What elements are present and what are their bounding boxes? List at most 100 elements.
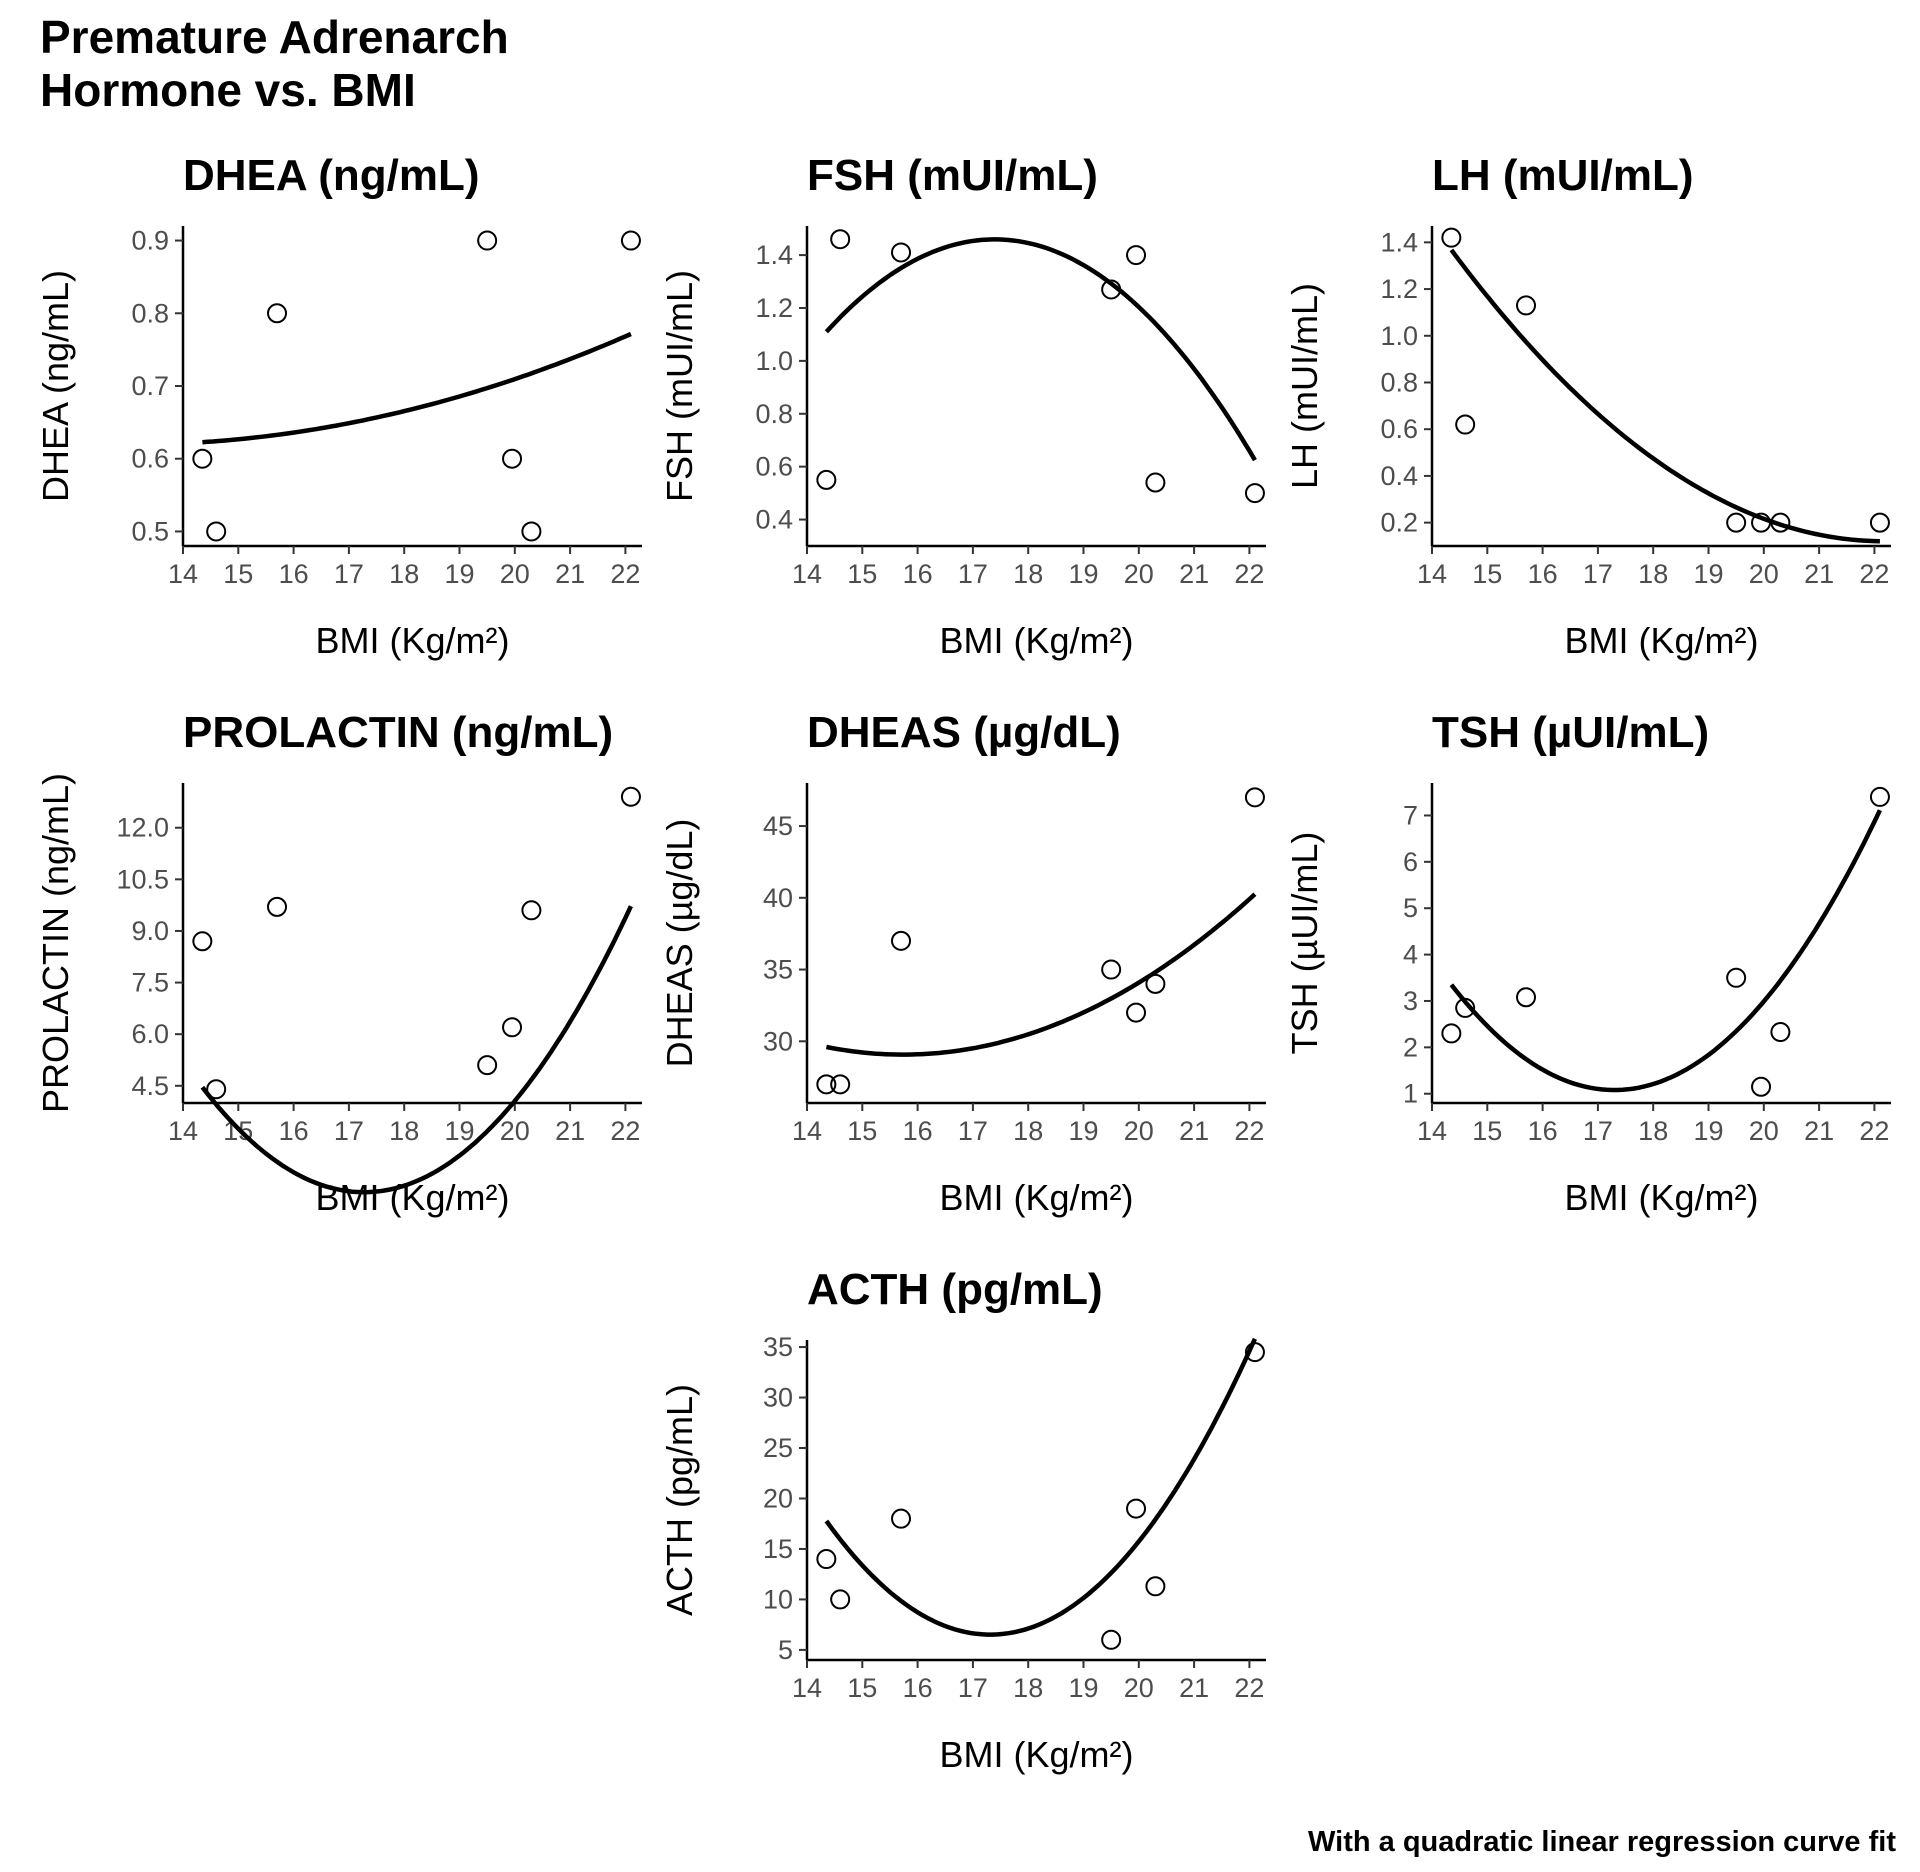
panel-title-prolactin: PROLACTIN (ng/mL)	[183, 708, 613, 757]
panel-title-fsh: FSH (mUI/mL)	[807, 151, 1098, 200]
x-tick-label: 19	[444, 559, 474, 589]
x-tick-label: 22	[610, 1116, 640, 1146]
panel-prolactin: PROLACTIN (ng/mL)14 15 16 17 18 19 20 21 224.56.…	[35, 708, 642, 1218]
x-tick-label: 14	[1417, 559, 1447, 589]
data-point	[1726, 967, 1747, 988]
y-tick-label: 7	[1403, 800, 1418, 830]
x-tick-label: 16	[903, 1116, 933, 1146]
x-tick-label: 19	[1068, 1673, 1098, 1703]
data-point	[1441, 227, 1462, 248]
x-tick-label: 14	[792, 559, 822, 589]
data-point	[830, 229, 851, 250]
x-tick-label: 18	[1013, 559, 1043, 589]
data-point	[1516, 295, 1537, 316]
y-tick-label: 9.0	[131, 916, 169, 946]
data-point	[1244, 787, 1265, 808]
data-point	[1126, 245, 1147, 266]
y-tick-label: 2	[1403, 1032, 1418, 1062]
regression-curve-acth	[824, 1337, 1257, 1637]
data-point	[502, 448, 523, 469]
y-tick-label: 0.6	[131, 444, 169, 474]
y-axis-title-dhea: DHEA (ng/mL)	[35, 270, 76, 502]
panel-fsh: FSH (mUI/mL) 14 15 16 17 18 19 20 21 22 0.4 0.6 0.8 1…	[659, 151, 1266, 661]
y-tick-label: 0.7	[131, 371, 169, 401]
x-tick-label: 21	[1179, 559, 1209, 589]
y-tick-label: 1	[1403, 1079, 1418, 1109]
y-tick-label: 45	[763, 811, 793, 841]
y-axis-title-prolactin: PROLACTIN (ng/mL)	[35, 773, 76, 1113]
y-tick-label: 0.4	[1380, 461, 1418, 491]
x-tick-label: 16	[903, 559, 933, 589]
data-point	[1455, 997, 1476, 1018]
x-tick-label: 22	[1859, 1116, 1889, 1146]
x-tick-label: 22	[1859, 559, 1889, 589]
regression-curve-dheas	[825, 892, 1257, 1057]
data-point	[891, 1508, 912, 1529]
regression-curve-dhea	[202, 331, 632, 445]
x-axis-title-dheas: BMI (Kg/m²)	[940, 1177, 1134, 1218]
x-tick-label: 20	[1124, 1116, 1154, 1146]
data-point	[1726, 512, 1747, 533]
data-point	[1101, 959, 1122, 980]
x-tick-label: 21	[555, 1116, 585, 1146]
y-tick-label: 35	[763, 955, 793, 985]
y-tick-label: 0.2	[1380, 508, 1418, 538]
x-tick-label: 22	[1234, 1673, 1264, 1703]
panel-title-dheas: DHEAS (µg/dL)	[807, 708, 1121, 757]
regression-curve-fsh	[824, 237, 1257, 462]
y-tick-label: 1.2	[755, 293, 793, 323]
y-tick-label: 4	[1403, 940, 1418, 970]
y-tick-label: 30	[763, 1383, 793, 1413]
data-point	[830, 1074, 851, 1095]
data-point	[267, 896, 288, 917]
y-tick-label: 0.8	[1380, 367, 1418, 397]
regression-curve-tsh	[1449, 809, 1882, 1093]
data-point	[1869, 786, 1890, 807]
y-tick-label: 15	[763, 1534, 793, 1564]
figure-caption: With a quadratic linear regression curve…	[1308, 1826, 1896, 1858]
data-point	[267, 303, 288, 324]
x-tick-label: 14	[792, 1116, 822, 1146]
x-tick-label: 16	[1528, 559, 1558, 589]
data-point	[1145, 472, 1166, 493]
x-tick-label: 14	[792, 1673, 822, 1703]
data-point	[206, 1079, 227, 1100]
y-tick-label: 1.0	[1380, 321, 1418, 351]
x-tick-label: 16	[1528, 1116, 1558, 1146]
x-tick-label: 18	[389, 1116, 419, 1146]
x-axis-title-fsh: BMI (Kg/m²)	[940, 620, 1134, 661]
x-axis-title-acth: BMI (Kg/m²)	[940, 1734, 1134, 1775]
data-point	[521, 521, 542, 542]
data-point	[816, 1074, 837, 1095]
x-tick-label: 17	[958, 1116, 988, 1146]
x-axis-title-tsh: BMI (Kg/m²)	[1565, 1177, 1759, 1218]
y-tick-label: 7.5	[131, 968, 169, 998]
x-tick-label: 16	[279, 559, 309, 589]
x-tick-label: 15	[847, 559, 877, 589]
data-point	[891, 242, 912, 263]
data-point	[1145, 1576, 1166, 1597]
y-tick-label: 5	[778, 1635, 793, 1665]
data-point	[1516, 987, 1537, 1008]
y-tick-label: 4.5	[131, 1071, 169, 1101]
data-point	[830, 1589, 851, 1610]
x-tick-label: 17	[334, 1116, 364, 1146]
y-axis-title-tsh: TSH (µUI/mL)	[1284, 832, 1325, 1055]
y-tick-label: 25	[763, 1433, 793, 1463]
y-tick-label: 5	[1403, 893, 1418, 923]
x-tick-label: 18	[1013, 1673, 1043, 1703]
y-tick-label: 0.4	[755, 505, 793, 535]
y-tick-label: 12.0	[116, 813, 169, 843]
x-tick-label: 20	[1749, 559, 1779, 589]
x-tick-label: 18	[1638, 1116, 1668, 1146]
data-point	[521, 900, 542, 921]
data-point	[206, 521, 227, 542]
data-point	[620, 786, 641, 807]
y-tick-label: 30	[763, 1026, 793, 1056]
x-tick-label: 18	[389, 559, 419, 589]
x-tick-label: 17	[334, 559, 364, 589]
y-axis-title-fsh: FSH (mUI/mL)	[659, 270, 700, 502]
y-tick-label: 6	[1403, 847, 1418, 877]
data-point	[1751, 512, 1772, 533]
